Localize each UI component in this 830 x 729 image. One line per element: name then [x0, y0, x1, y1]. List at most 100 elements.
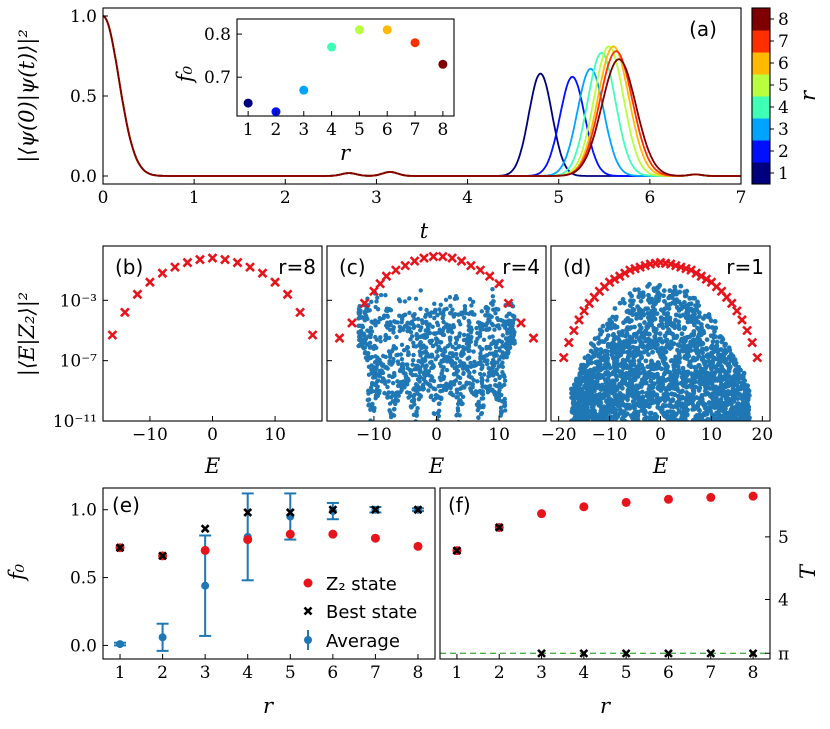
eigenstate-dot [449, 330, 455, 335]
overlap-cross [145, 277, 155, 288]
eigenstate-dot [741, 413, 747, 419]
eigenstate-dot [676, 353, 682, 358]
eigenstate-dot [576, 411, 582, 417]
eigenstate-dot [459, 310, 464, 315]
eigenstate-dot [730, 386, 736, 391]
eigenstate-dot [630, 427, 635, 432]
eigenstate-dot [674, 304, 680, 310]
eigenstate-dot [502, 374, 507, 380]
eigenstate-dot [681, 340, 687, 346]
eigenstate-dot [611, 385, 616, 391]
z2-point [748, 491, 758, 501]
eigenstate-dot [461, 370, 466, 376]
eigenstate-dot [639, 343, 644, 349]
eigenstate-dot [385, 325, 390, 330]
eigenstate-dot [744, 394, 750, 400]
eigenstate-dot [502, 396, 507, 402]
eigenstate-dot [590, 407, 596, 413]
best-state-cross [243, 508, 253, 517]
x-tick-label: 2 [271, 120, 282, 140]
eigenstate-dot [500, 370, 505, 375]
eigenstate-dot [608, 325, 614, 331]
eigenstate-dot [460, 349, 465, 354]
eigenstate-dot [700, 341, 706, 347]
eigenstate-dot [399, 319, 404, 325]
overlap-cross [270, 277, 280, 288]
eigenstate-dot [731, 424, 736, 429]
eigenstate-dot [493, 311, 498, 316]
eigenstate-dot [627, 431, 632, 436]
eigenstate-dot [473, 390, 479, 395]
eigenstate-dot [696, 303, 702, 308]
overlap-cross [359, 298, 370, 309]
eigenstate-dot [424, 345, 429, 350]
eigenstate-dot [435, 394, 440, 399]
x-tick-label: 5 [354, 120, 365, 140]
eigenstate-dot [600, 357, 606, 363]
eigenstate-dot [413, 296, 419, 302]
inset-point [299, 85, 309, 95]
eigenstate-dot [421, 350, 426, 355]
eigenstate-dot [707, 400, 713, 406]
eigenstate-dot [467, 296, 473, 302]
eigenstate-dot [712, 345, 718, 350]
eigenstate-dot [629, 293, 634, 299]
eigenstate-dot [435, 313, 440, 318]
x-tick-label: 0 [98, 188, 109, 208]
eigenstate-dot [691, 310, 697, 316]
eigenstate-dot [646, 422, 651, 427]
eigenstate-dot [661, 371, 667, 377]
eigenstate-dot [716, 407, 722, 413]
eigenstate-dot [634, 315, 640, 321]
eigenstate-dot [479, 309, 485, 314]
eigenstate-dot [466, 374, 472, 379]
eigenstate-dot [402, 385, 407, 390]
eigenstate-dot [390, 399, 395, 404]
eigenstate-dot [597, 351, 603, 357]
eigenstate-dot [402, 299, 408, 304]
overlap-cross [701, 274, 712, 285]
eigenstate-dot [728, 355, 734, 361]
eigenstate-dot [682, 353, 688, 359]
y-tick-label: π [778, 644, 789, 664]
eigenstate-dot [492, 353, 497, 359]
eigenstate-dot [432, 331, 437, 337]
overlap-cross [369, 286, 379, 297]
eigenstate-dot [404, 390, 410, 395]
eigenstate-dot [381, 353, 386, 359]
eigenstate-dot [714, 339, 720, 345]
eigenstate-dot [683, 429, 688, 434]
eigenstate-dot [487, 383, 493, 389]
eigenstate-dot [736, 431, 741, 436]
overlap-cross [390, 265, 401, 276]
eigenstate-dot [674, 368, 680, 374]
eigenstate-dot [376, 361, 381, 366]
eigenstate-dot [391, 330, 396, 335]
overlap-cross [207, 253, 218, 263]
eigenstate-dot [481, 337, 487, 343]
eigenstate-dot [696, 362, 702, 368]
eigenstate-dot [597, 360, 603, 366]
eigenstate-dot [410, 372, 415, 378]
eigenstate-dot [386, 379, 391, 384]
z2-point [621, 497, 631, 507]
eigenstate-dot [579, 432, 584, 437]
eigenstate-dot [723, 371, 729, 377]
eigenstate-dot [573, 405, 579, 410]
eigenstate-dot [681, 430, 686, 435]
eigenstate-dot [401, 366, 406, 372]
eigenstate-dot [657, 396, 663, 402]
eigenstate-dot [372, 405, 377, 411]
eigenstate-dot [377, 374, 383, 379]
eigenstate-dot [413, 382, 419, 387]
eigenstate-dot [681, 326, 687, 332]
eigenstate-dot [687, 423, 692, 428]
eigenstate-dot [485, 358, 490, 363]
eigenstate-dot [415, 405, 420, 411]
eigenstate-dot [433, 309, 438, 315]
eigenstate-dot [409, 319, 414, 325]
eigenstate-dot [604, 400, 610, 405]
eigenstate-dot [724, 423, 729, 428]
eigenstate-dot [383, 292, 388, 298]
eigenstate-dot [497, 326, 502, 331]
